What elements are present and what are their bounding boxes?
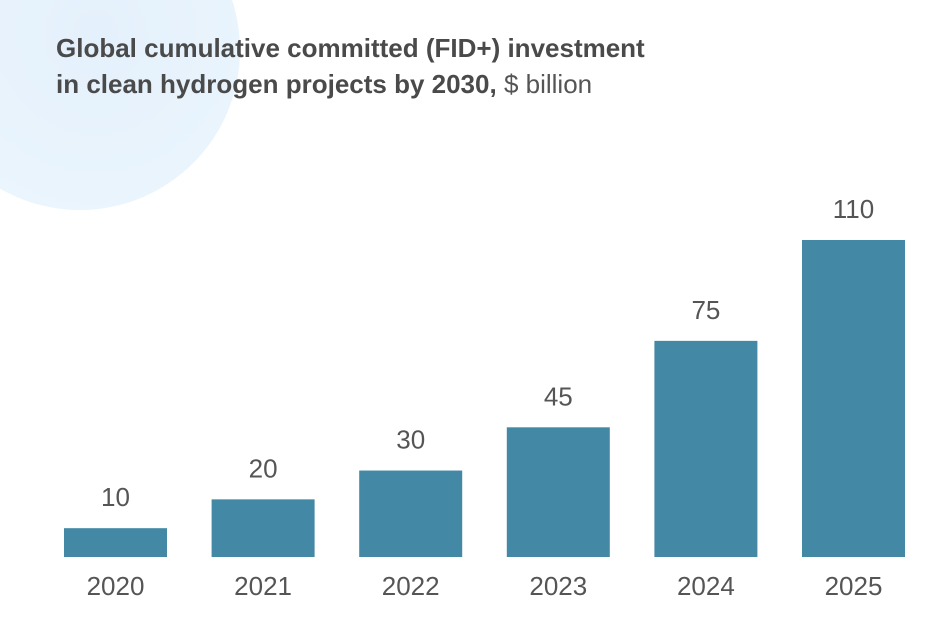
x-tick-label-2021: 2021 <box>234 571 292 601</box>
value-label-2022: 30 <box>396 425 425 455</box>
value-label-2024: 75 <box>691 295 720 325</box>
value-label-2025: 110 <box>833 194 874 224</box>
chart-title-line2: in clean hydrogen projects by 2030, $ bi… <box>56 66 916 102</box>
value-label-2020: 10 <box>101 482 130 512</box>
bar-2022 <box>359 470 463 557</box>
value-label-2023: 45 <box>544 381 573 411</box>
bar-2021 <box>211 499 315 557</box>
bar-2024 <box>654 340 758 557</box>
x-tick-label-2025: 2025 <box>825 571 883 601</box>
x-tick-label-2023: 2023 <box>529 571 587 601</box>
value-label-2021: 20 <box>249 453 278 483</box>
x-tick-label-2020: 2020 <box>87 571 145 601</box>
bar-2025 <box>802 240 905 557</box>
chart-title-line2-text: in clean hydrogen projects by 2030, <box>56 69 497 99</box>
bar-2023 <box>506 427 610 557</box>
x-tick-label-2024: 2024 <box>677 571 735 601</box>
chart-title-line1: Global cumulative committed (FID+) inves… <box>56 33 645 63</box>
chart-unit: $ billion <box>503 69 593 99</box>
bar-2020 <box>64 528 167 557</box>
chart-title: Global cumulative committed (FID+) inves… <box>56 30 916 102</box>
x-tick-label-2022: 2022 <box>382 571 440 601</box>
